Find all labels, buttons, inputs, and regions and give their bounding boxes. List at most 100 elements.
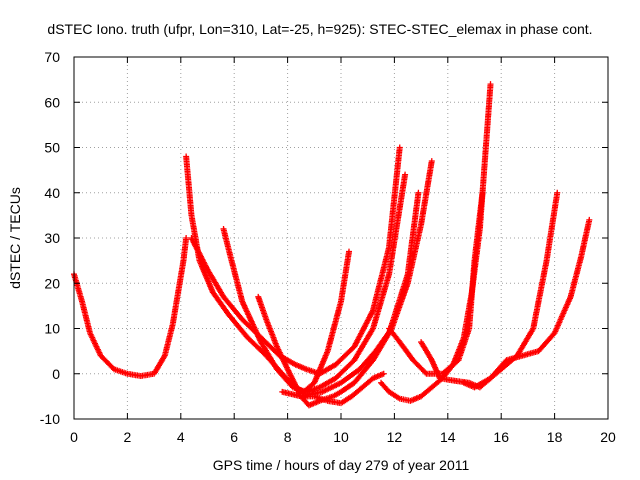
data-point-run — [79, 299, 93, 335]
data-point-run — [255, 295, 269, 321]
data-point-run — [386, 173, 408, 276]
x-tick-label: 14 — [440, 429, 456, 445]
data-point-run — [210, 290, 231, 317]
data-point-run — [552, 295, 573, 335]
data-point-run — [98, 353, 116, 371]
data-point-run — [197, 259, 216, 294]
data-point-run — [220, 227, 235, 262]
y-tick-label: 20 — [44, 275, 60, 291]
data-point-run — [397, 340, 416, 362]
data-point-run — [226, 313, 250, 340]
data-point-run — [338, 250, 352, 303]
y-tick-label: 70 — [44, 49, 60, 65]
y-tick-label: 10 — [44, 321, 60, 337]
x-tick-labels: 0 2 4 6 8 10 12 14 16 18 20 — [70, 429, 616, 445]
data-point-run — [180, 236, 189, 262]
data-point-run — [360, 376, 375, 390]
y-tick-labels: -10 0 10 20 30 40 50 60 70 — [40, 49, 60, 427]
data-point-run — [318, 362, 338, 376]
x-tick-label: 2 — [124, 429, 132, 445]
data-point-run — [275, 367, 295, 390]
data-point — [183, 235, 190, 241]
data-point-run — [379, 381, 391, 394]
data-point-run — [387, 326, 402, 344]
y-tick-label: 50 — [44, 140, 60, 156]
data-point-run — [333, 358, 357, 381]
data-point-run — [339, 380, 356, 394]
data-point — [346, 248, 353, 255]
data-point — [554, 189, 561, 196]
data-point-run — [387, 389, 402, 401]
data-point-run — [280, 389, 303, 399]
data-point-run — [151, 354, 167, 376]
data-point-run — [320, 380, 343, 395]
data-point-run — [352, 358, 375, 385]
data-point-run — [331, 389, 343, 399]
data-point-run — [418, 340, 434, 362]
x-tick-label: 10 — [333, 429, 349, 445]
data-point-run — [488, 358, 509, 381]
series-arc-4 — [220, 171, 409, 395]
data-point-run — [386, 146, 403, 249]
data-point-run — [357, 349, 378, 371]
data-point — [402, 171, 409, 178]
data-point-run — [536, 331, 557, 353]
data-point-run — [440, 358, 461, 376]
data-point — [487, 81, 494, 88]
series-arc-10 — [418, 189, 561, 391]
data-point-run — [389, 281, 411, 330]
data-point-run — [418, 159, 435, 226]
x-tick-label: 20 — [600, 429, 616, 445]
data-point-run — [263, 318, 280, 349]
data-points — [71, 81, 593, 409]
data-point — [396, 144, 403, 151]
data-point-run — [419, 385, 434, 399]
data-point-run — [325, 299, 344, 353]
data-point-run — [471, 191, 486, 262]
y-tick-label: 40 — [44, 185, 60, 201]
x-tick-label: 0 — [70, 429, 78, 445]
data-point-run — [350, 385, 364, 399]
data-point-run — [339, 394, 354, 406]
grid — [74, 57, 608, 419]
x-tick-label: 12 — [387, 429, 403, 445]
data-point — [428, 158, 435, 165]
y-tick-label: 30 — [44, 230, 60, 246]
x-tick-label: 6 — [230, 429, 238, 445]
data-point — [586, 216, 593, 223]
x-tick-label: 4 — [177, 429, 185, 445]
data-point-run — [473, 376, 493, 390]
data-point-run — [333, 344, 357, 367]
data-point-run — [352, 308, 376, 349]
ticks — [73, 56, 609, 420]
y-tick-label: -10 — [40, 411, 60, 427]
data-point-run — [318, 376, 338, 390]
y-tick-label: 60 — [44, 94, 60, 110]
data-point-run — [466, 259, 478, 330]
data-point-run — [162, 322, 176, 358]
data-point — [380, 370, 387, 377]
data-point-run — [352, 326, 376, 362]
data-point-run — [339, 367, 362, 385]
data-point-run — [189, 236, 210, 272]
data-point-run — [429, 358, 443, 380]
data-point-run — [568, 254, 584, 299]
data-point-run — [239, 299, 264, 344]
y-axis-label: dSTEC / TECUs — [7, 187, 23, 289]
data-point-run — [183, 155, 195, 217]
data-point-run — [170, 290, 181, 326]
data-point-run — [274, 345, 290, 371]
chart-title: dSTEC Iono. truth (ufpr, Lon=310, Lat=-2… — [47, 21, 592, 37]
data-point-run — [411, 358, 429, 376]
x-axis-label: GPS time / hours of day 279 of year 2011 — [213, 457, 470, 473]
data-point-run — [205, 268, 226, 299]
data-point-run — [175, 259, 187, 294]
data-point-run — [405, 223, 424, 285]
data-point — [479, 189, 486, 196]
x-tick-label: 18 — [547, 429, 563, 445]
data-point-run — [245, 335, 269, 358]
x-tick-label: 16 — [493, 429, 509, 445]
data-point-run — [543, 191, 560, 262]
